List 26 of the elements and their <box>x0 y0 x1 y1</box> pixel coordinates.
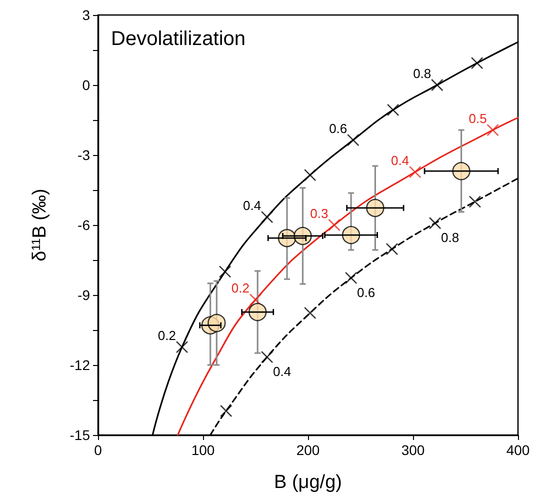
annotation: 0.4 <box>273 364 292 380</box>
annotation: 0.6 <box>357 284 376 300</box>
y-axis-title: δ11B (‰) <box>29 188 50 262</box>
annotation: 0.3 <box>310 206 328 221</box>
y-tick-label: 0 <box>82 77 90 93</box>
y-tick-label: -3 <box>78 147 90 163</box>
y-tick-label: -6 <box>78 217 90 233</box>
y-tick-label: -12 <box>70 357 90 373</box>
annotation: 0.4 <box>242 198 262 214</box>
x-axis-title: B (μg/g) <box>274 472 342 493</box>
annotation: 0.8 <box>441 230 460 246</box>
x-tick-label: 200 <box>296 442 320 458</box>
annotation: 0.5 <box>468 111 487 126</box>
annotation: 0.6 <box>329 121 348 136</box>
x-tick-label: 300 <box>401 442 425 458</box>
y-tick-label: -9 <box>78 287 90 303</box>
annotation: 0.2 <box>231 280 250 296</box>
y-tick-label: 3 <box>82 7 90 23</box>
annotation: 0.4 <box>391 153 410 168</box>
text: Devolatilization <box>111 28 246 50</box>
x-tick-label: 0 <box>94 442 102 458</box>
annotation: 0.2 <box>158 328 176 344</box>
x-tick-label: 400 <box>506 442 530 458</box>
annotation: 0.8 <box>413 66 432 81</box>
y-tick-label: -15 <box>70 427 90 443</box>
x-tick-label: 100 <box>191 442 215 458</box>
